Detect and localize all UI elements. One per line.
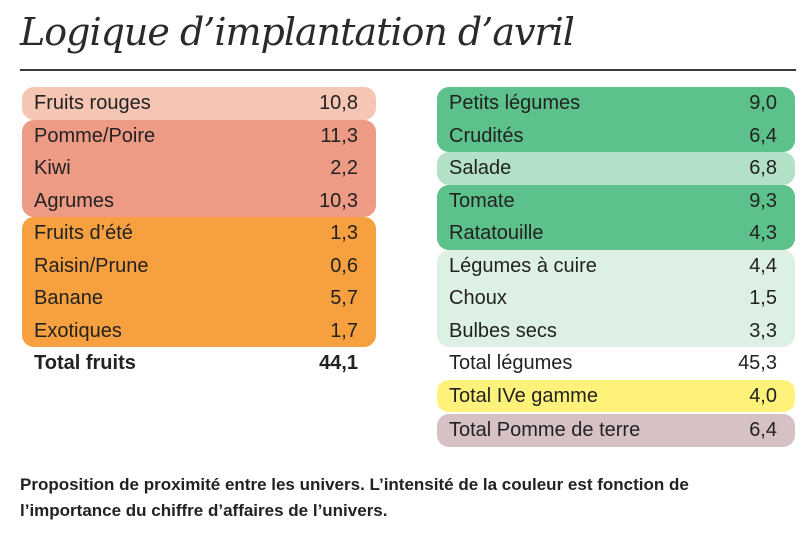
fruits-group-rouges: Fruits rouges 10,8: [22, 87, 376, 120]
pomme-de-terre-row: Total Pomme de terre 6,4: [437, 414, 795, 447]
row-value: 6,4: [749, 419, 777, 441]
row-label: Bulbes secs: [449, 319, 557, 342]
title-divider: [20, 69, 796, 71]
fruits-group-orange: Fruits d’été 1,3 Raisin/Prune 0,6 Banane…: [22, 217, 376, 347]
legumes-total-row: Total légumes 45,3: [437, 347, 795, 380]
ive-gamme-group: Total IVe gamme 4,0: [437, 379, 795, 413]
table-row: Ratatouille 4,3: [437, 217, 795, 250]
row-value: 9,0: [749, 92, 777, 114]
total-label: Total légumes: [449, 352, 573, 374]
table-row: Bulbes secs 3,3: [437, 315, 795, 348]
row-label: Légumes à cuire: [449, 254, 597, 277]
table-row: Kiwi 2,2: [22, 152, 376, 185]
caption-note: Proposition de proximité entre les unive…: [20, 475, 689, 520]
total-label: Total fruits: [34, 352, 136, 374]
row-value: 5,7: [330, 287, 358, 309]
row-label: Fruits d’été: [34, 222, 133, 244]
table-row: Salade 6,8: [437, 152, 795, 185]
row-value: 4,3: [749, 222, 777, 244]
legumes-column: Petits légumes 9,0 Crudités 6,4 Salade 6…: [437, 87, 795, 447]
row-label: Kiwi: [34, 157, 71, 179]
legumes-group-petits: Petits légumes 9,0 Crudités 6,4: [437, 87, 795, 152]
total-value: 45,3: [738, 352, 777, 374]
row-value: 9,3: [749, 189, 777, 212]
row-label: Choux: [449, 287, 507, 309]
row-label: Petits légumes: [449, 92, 581, 114]
table-row: Tomate 9,3: [437, 185, 795, 218]
table-row: Pomme/Poire 11,3: [22, 120, 376, 153]
row-value: 1,7: [330, 319, 358, 342]
table-row: Petits légumes 9,0: [437, 87, 795, 120]
row-value: 4,0: [749, 384, 777, 407]
table-row: Raisin/Prune 0,6: [22, 250, 376, 283]
table-row: Exotiques 1,7: [22, 315, 376, 348]
row-value: 0,6: [330, 254, 358, 277]
row-value: 1,5: [749, 287, 777, 309]
row-label: Total IVe gamme: [449, 384, 598, 407]
row-label: Fruits rouges: [34, 92, 151, 114]
pomme-de-terre-group: Total Pomme de terre 6,4: [437, 414, 795, 447]
row-label: Salade: [449, 157, 512, 179]
legumes-group-cuire: Légumes à cuire 4,4 Choux 1,5 Bulbes sec…: [437, 249, 795, 348]
total-value: 44,1: [319, 352, 358, 374]
row-value: 2,2: [330, 157, 358, 179]
table-row: Légumes à cuire 4,4: [437, 250, 795, 283]
row-label: Pomme/Poire: [34, 124, 156, 147]
row-value: 10,8: [319, 92, 358, 114]
legumes-group-tomate: Tomate 9,3 Ratatouille 4,3: [437, 184, 795, 250]
row-label: Exotiques: [34, 319, 122, 342]
row-label: Tomate: [449, 189, 515, 212]
row-value: 4,4: [749, 254, 777, 277]
table-row: Fruits d’été 1,3: [22, 217, 376, 250]
table-row: Crudités 6,4: [437, 120, 795, 153]
page-title: Logique d’implantation d’avril: [20, 10, 575, 54]
row-label: Agrumes: [34, 189, 115, 212]
fruits-total-row: Total fruits 44,1: [22, 347, 376, 380]
row-value: 6,4: [749, 124, 777, 147]
row-label: Banane: [34, 287, 103, 309]
fruits-column: Fruits rouges 10,8 Pomme/Poire 11,3 Kiwi…: [22, 87, 376, 380]
row-label: Ratatouille: [449, 222, 544, 244]
row-value: 11,3: [320, 124, 358, 147]
row-value: 3,3: [749, 319, 777, 342]
row-label: Crudités: [449, 124, 524, 147]
row-value: 10,3: [319, 189, 358, 212]
table-row: Banane 5,7: [22, 282, 376, 315]
row-value: 6,8: [749, 157, 777, 179]
fruits-group-pomme: Pomme/Poire 11,3 Kiwi 2,2 Agrumes 10,3: [22, 119, 376, 218]
row-label: Raisin/Prune: [34, 254, 149, 277]
table-row: Agrumes 10,3: [22, 185, 376, 218]
legumes-group-salade: Salade 6,8: [437, 152, 795, 185]
table-row: Choux 1,5: [437, 282, 795, 315]
row-value: 1,3: [330, 222, 358, 244]
table-row: Fruits rouges 10,8: [22, 87, 376, 120]
ive-gamme-row: Total IVe gamme 4,0: [437, 380, 795, 413]
row-label: Total Pomme de terre: [449, 419, 641, 441]
